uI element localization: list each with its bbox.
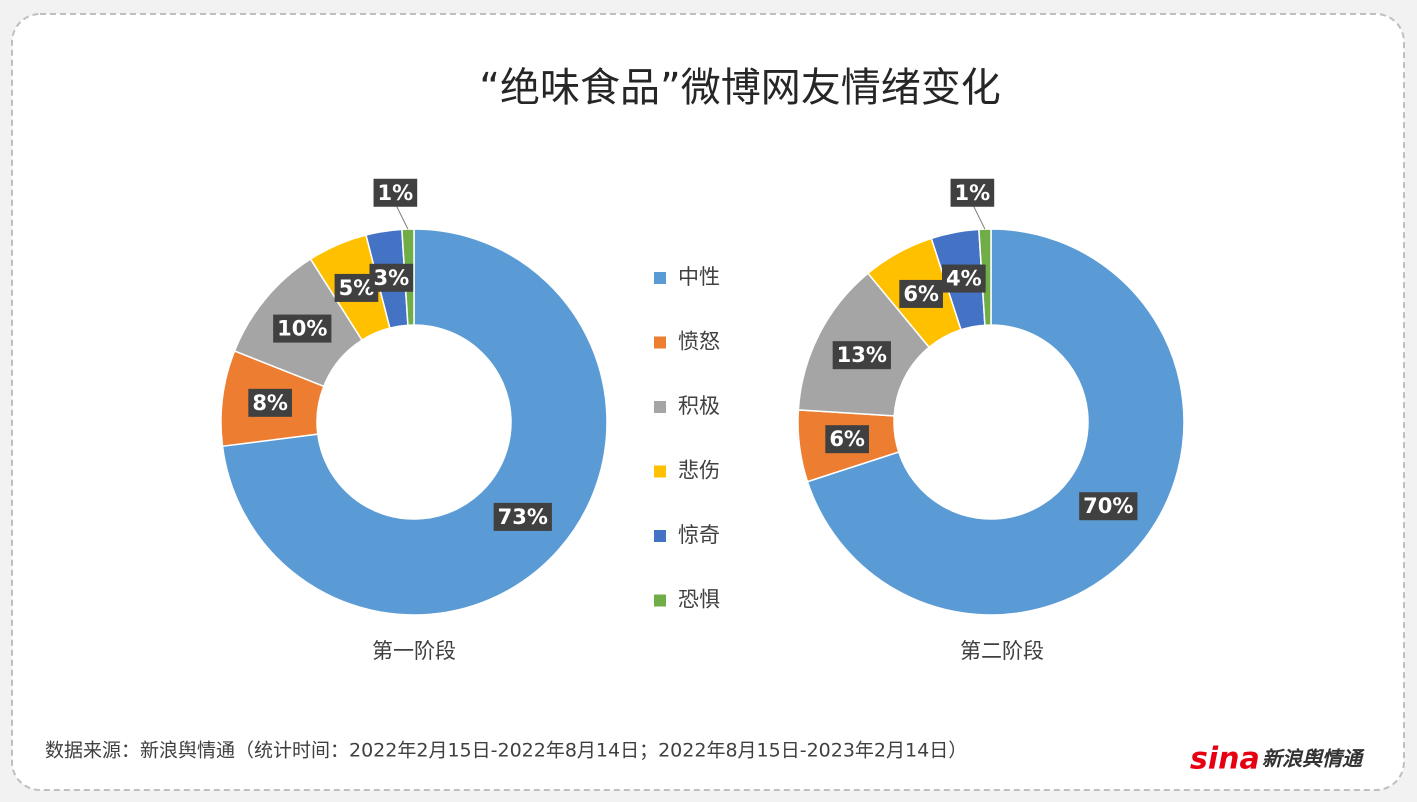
data-label: 10% bbox=[277, 317, 327, 341]
source-note: 数据来源：新浪舆情通（统计时间：2022年2月15日-2022年8月14日；20… bbox=[45, 740, 967, 762]
data-label-box bbox=[832, 341, 891, 370]
data-label-box bbox=[825, 425, 869, 454]
legend-label: 愤怒 bbox=[678, 330, 720, 354]
data-label: 4% bbox=[946, 267, 982, 291]
data-label-box bbox=[493, 502, 552, 531]
legend-label: 悲伤 bbox=[678, 459, 720, 483]
chart-subtitle: 第一阶段 bbox=[372, 639, 456, 663]
chart-subtitle: 第二阶段 bbox=[960, 639, 1044, 663]
leader-line bbox=[394, 203, 409, 230]
data-label-box bbox=[950, 178, 995, 207]
logo-text: 新浪舆情通 bbox=[1262, 747, 1365, 771]
data-label-box bbox=[273, 314, 332, 343]
legend-label: 恐惧 bbox=[678, 588, 720, 612]
data-label: 6% bbox=[829, 427, 865, 451]
data-label-box bbox=[899, 279, 943, 308]
data-label-box bbox=[1079, 492, 1138, 521]
data-label: 1% bbox=[378, 181, 414, 205]
data-label-box bbox=[373, 178, 418, 207]
data-label: 13% bbox=[837, 343, 887, 367]
legend-label: 惊奇 bbox=[678, 523, 720, 547]
data-label: 8% bbox=[252, 391, 288, 415]
data-label: 1% bbox=[955, 181, 991, 205]
legend-swatch bbox=[654, 465, 666, 478]
legend-label: 积极 bbox=[678, 394, 720, 418]
data-label: 3% bbox=[373, 266, 409, 290]
leader-line bbox=[971, 203, 986, 230]
data-label-box bbox=[248, 388, 292, 417]
data-label-box bbox=[942, 264, 986, 293]
legend-swatch bbox=[654, 530, 666, 542]
legend-swatch bbox=[654, 336, 666, 349]
legend-swatch bbox=[654, 272, 666, 284]
data-label-box bbox=[369, 263, 414, 292]
data-label: 70% bbox=[1083, 494, 1133, 518]
data-label: 5% bbox=[339, 276, 375, 300]
data-label: 73% bbox=[498, 505, 548, 529]
legend-swatch bbox=[654, 594, 666, 607]
legend-swatch bbox=[654, 401, 666, 413]
logo-brand: sina bbox=[1190, 742, 1260, 777]
chart-title: “绝味食品”微博网友情绪变化 bbox=[479, 65, 1000, 111]
legend-label: 中性 bbox=[678, 265, 720, 289]
data-label: 6% bbox=[903, 282, 939, 306]
